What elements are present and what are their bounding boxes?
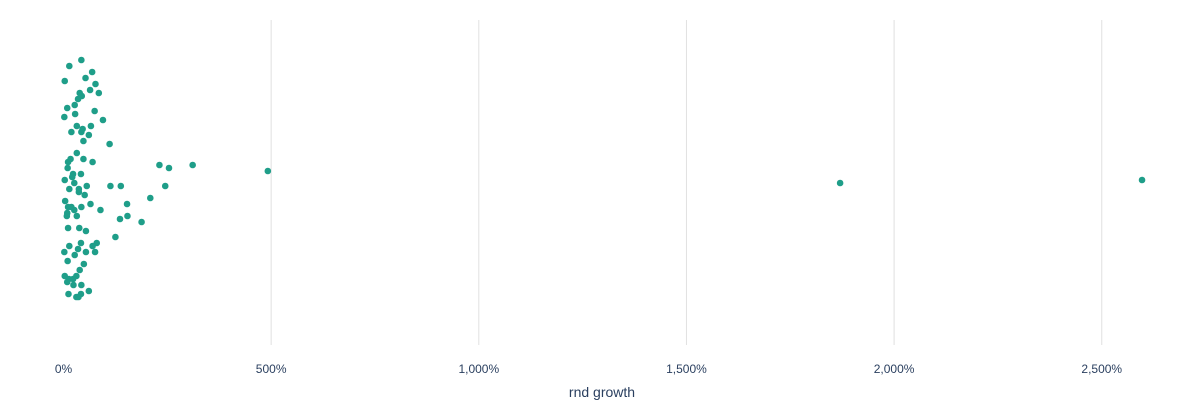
- data-point[interactable]: [70, 179, 78, 187]
- data-point[interactable]: [78, 281, 85, 289]
- data-point[interactable]: [81, 191, 88, 199]
- x-tick-label: 0%: [55, 362, 73, 376]
- data-point[interactable]: [61, 197, 69, 205]
- data-point[interactable]: [91, 248, 99, 256]
- data-point[interactable]: [64, 257, 71, 265]
- data-point[interactable]: [85, 287, 93, 295]
- data-point[interactable]: [189, 161, 196, 169]
- data-point[interactable]: [61, 176, 69, 184]
- data-point[interactable]: [112, 233, 119, 241]
- data-point[interactable]: [61, 248, 68, 256]
- data-point[interactable]: [91, 107, 98, 115]
- x-tick-label: 500%: [256, 362, 287, 376]
- data-point[interactable]: [64, 224, 72, 232]
- data-point[interactable]: [69, 275, 77, 283]
- data-point[interactable]: [64, 164, 71, 172]
- data-point[interactable]: [836, 179, 844, 187]
- data-point[interactable]: [73, 122, 81, 130]
- data-point[interactable]: [71, 251, 79, 259]
- data-point[interactable]: [66, 242, 73, 250]
- data-point[interactable]: [83, 182, 91, 190]
- data-point[interactable]: [77, 170, 85, 178]
- data-point[interactable]: [87, 122, 95, 130]
- data-point[interactable]: [123, 200, 131, 208]
- data-point[interactable]: [80, 137, 87, 145]
- data-point[interactable]: [99, 116, 107, 124]
- data-point[interactable]: [67, 155, 74, 163]
- data-point[interactable]: [156, 161, 163, 169]
- data-point[interactable]: [66, 185, 73, 193]
- data-point[interactable]: [70, 281, 77, 289]
- data-point[interactable]: [88, 68, 96, 76]
- data-points: [61, 56, 1146, 301]
- data-point[interactable]: [89, 242, 96, 250]
- data-point[interactable]: [92, 80, 99, 88]
- data-point[interactable]: [77, 239, 85, 247]
- data-point[interactable]: [78, 203, 85, 211]
- data-point[interactable]: [165, 164, 173, 172]
- data-point[interactable]: [63, 104, 71, 112]
- data-point[interactable]: [68, 203, 75, 211]
- data-point[interactable]: [68, 128, 75, 136]
- x-tick-label: 1,000%: [458, 362, 499, 376]
- data-point[interactable]: [80, 155, 87, 163]
- data-point[interactable]: [1138, 176, 1146, 184]
- data-point[interactable]: [74, 245, 82, 253]
- data-point[interactable]: [161, 182, 169, 190]
- data-point[interactable]: [61, 113, 68, 121]
- data-point[interactable]: [107, 182, 114, 190]
- x-axis-title: rnd growth: [569, 384, 635, 400]
- data-point[interactable]: [95, 89, 103, 97]
- data-point[interactable]: [117, 182, 125, 190]
- data-point[interactable]: [68, 173, 76, 181]
- data-point[interactable]: [106, 140, 113, 148]
- data-point[interactable]: [71, 101, 79, 109]
- data-point[interactable]: [264, 167, 272, 175]
- data-point[interactable]: [89, 158, 96, 166]
- x-axis-ticks: 0% 500% 1,000% 1,500% 2,000% 2,500%: [55, 362, 1123, 376]
- data-point[interactable]: [97, 206, 104, 214]
- data-point[interactable]: [138, 218, 145, 226]
- data-point[interactable]: [116, 215, 124, 223]
- data-point[interactable]: [63, 212, 71, 220]
- data-point[interactable]: [63, 278, 71, 286]
- grid-lines: [270, 20, 1103, 345]
- data-point[interactable]: [82, 74, 89, 82]
- data-point[interactable]: [74, 95, 82, 103]
- data-point[interactable]: [79, 125, 86, 133]
- data-point[interactable]: [82, 248, 90, 256]
- data-point[interactable]: [73, 212, 81, 220]
- x-tick-label: 2,500%: [1081, 362, 1122, 376]
- data-point[interactable]: [75, 188, 83, 196]
- data-point[interactable]: [87, 200, 94, 208]
- data-point[interactable]: [124, 212, 131, 220]
- data-point[interactable]: [66, 62, 73, 70]
- data-point[interactable]: [85, 131, 93, 139]
- x-tick-label: 2,000%: [874, 362, 915, 376]
- data-point[interactable]: [80, 260, 88, 268]
- data-point[interactable]: [82, 227, 90, 235]
- data-point[interactable]: [73, 293, 80, 301]
- data-point[interactable]: [73, 149, 81, 157]
- data-point[interactable]: [86, 86, 94, 94]
- data-point[interactable]: [146, 194, 154, 202]
- data-point[interactable]: [61, 77, 69, 85]
- x-tick-label: 1,500%: [666, 362, 707, 376]
- data-point[interactable]: [78, 56, 85, 64]
- data-point[interactable]: [76, 266, 83, 274]
- data-point[interactable]: [75, 224, 83, 232]
- data-point[interactable]: [71, 110, 79, 118]
- data-point[interactable]: [65, 290, 72, 298]
